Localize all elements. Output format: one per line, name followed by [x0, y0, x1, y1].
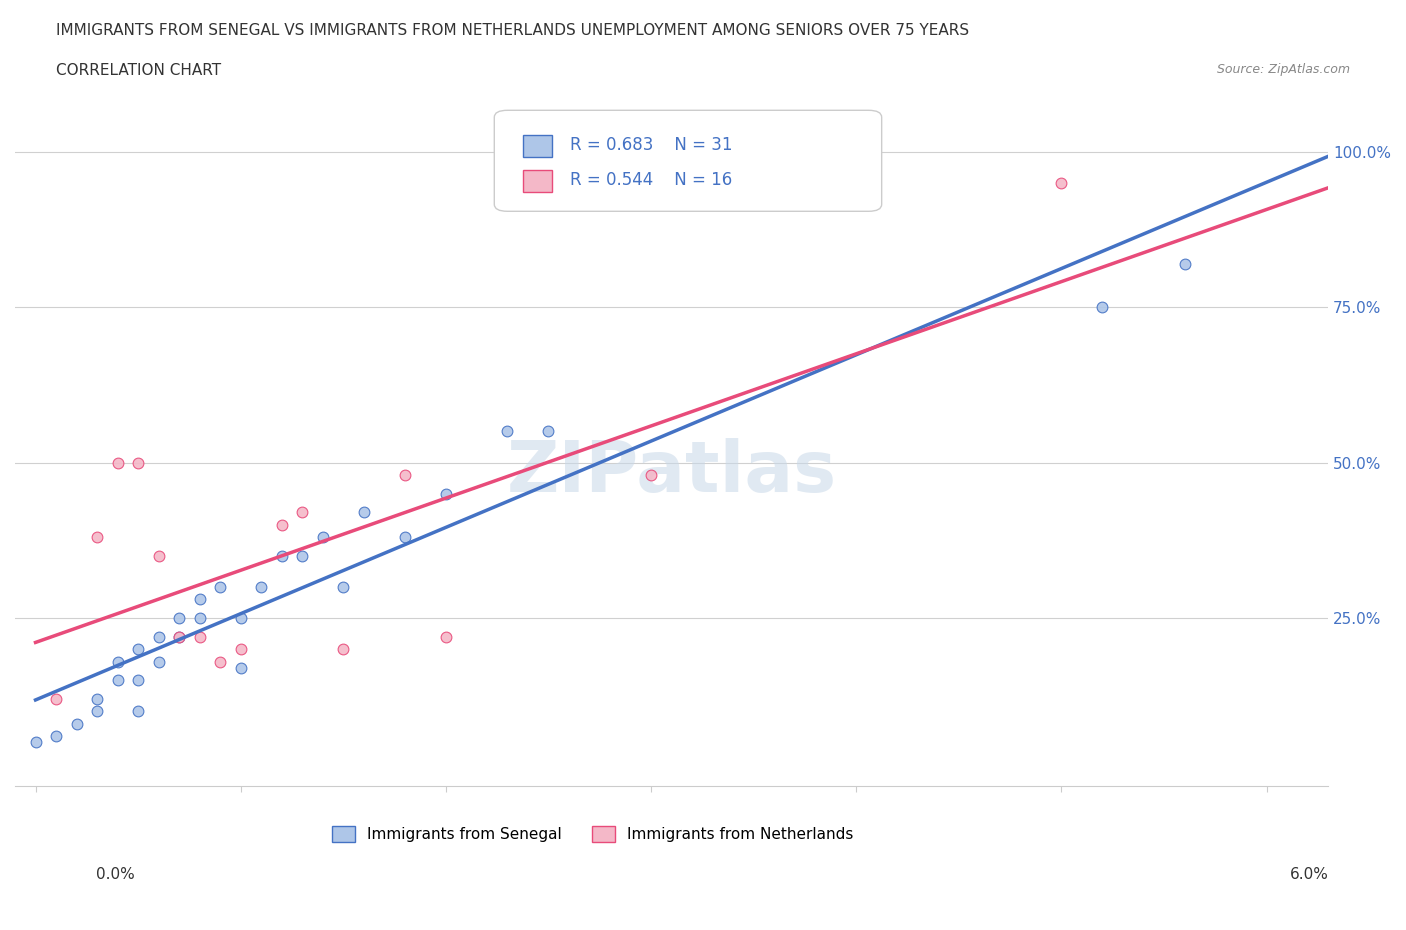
Point: [640, 468, 662, 483]
Point: [1050, 175, 1073, 190]
Point: [312, 530, 335, 545]
Point: [353, 505, 375, 520]
Point: [167, 630, 190, 644]
Point: [270, 517, 292, 532]
Point: [496, 424, 519, 439]
Point: [148, 549, 170, 564]
Point: [86, 704, 108, 719]
Point: [434, 630, 457, 644]
Point: [291, 549, 314, 564]
Point: [107, 654, 129, 669]
Point: [107, 455, 129, 470]
Point: [209, 579, 232, 594]
Point: [1173, 256, 1195, 271]
Point: [291, 505, 314, 520]
Point: [229, 660, 252, 675]
Text: R = 0.683    N = 31: R = 0.683 N = 31: [571, 136, 733, 154]
Point: [434, 486, 457, 501]
Point: [86, 691, 108, 706]
Point: [127, 642, 149, 657]
Point: [537, 424, 560, 439]
Point: [229, 642, 252, 657]
Point: [148, 630, 170, 644]
Point: [127, 672, 149, 687]
Point: [188, 630, 211, 644]
Point: [270, 549, 292, 564]
Point: [332, 642, 354, 657]
Text: R = 0.544    N = 16: R = 0.544 N = 16: [571, 171, 733, 189]
Legend: Immigrants from Senegal, Immigrants from Netherlands: Immigrants from Senegal, Immigrants from…: [326, 819, 860, 848]
Point: [167, 611, 190, 626]
Text: Source: ZipAtlas.com: Source: ZipAtlas.com: [1216, 63, 1350, 76]
Point: [188, 591, 211, 606]
Point: [148, 654, 170, 669]
Point: [45, 729, 67, 744]
Text: ZIPatlas: ZIPatlas: [506, 438, 837, 507]
Point: [209, 654, 232, 669]
Point: [86, 530, 108, 545]
Bar: [523, 169, 553, 192]
Point: [332, 579, 354, 594]
Point: [24, 735, 46, 750]
Text: CORRELATION CHART: CORRELATION CHART: [56, 63, 221, 78]
FancyBboxPatch shape: [495, 111, 882, 211]
Point: [394, 530, 416, 545]
Bar: [523, 135, 553, 157]
Point: [394, 468, 416, 483]
Text: 6.0%: 6.0%: [1289, 867, 1329, 882]
Point: [250, 579, 273, 594]
Point: [167, 630, 190, 644]
Point: [127, 704, 149, 719]
Point: [188, 611, 211, 626]
Point: [65, 716, 87, 731]
Text: 0.0%: 0.0%: [96, 867, 135, 882]
Point: [45, 691, 67, 706]
Point: [1091, 299, 1114, 314]
Point: [127, 455, 149, 470]
Point: [229, 611, 252, 626]
Point: [107, 672, 129, 687]
Text: IMMIGRANTS FROM SENEGAL VS IMMIGRANTS FROM NETHERLANDS UNEMPLOYMENT AMONG SENIOR: IMMIGRANTS FROM SENEGAL VS IMMIGRANTS FR…: [56, 23, 969, 38]
